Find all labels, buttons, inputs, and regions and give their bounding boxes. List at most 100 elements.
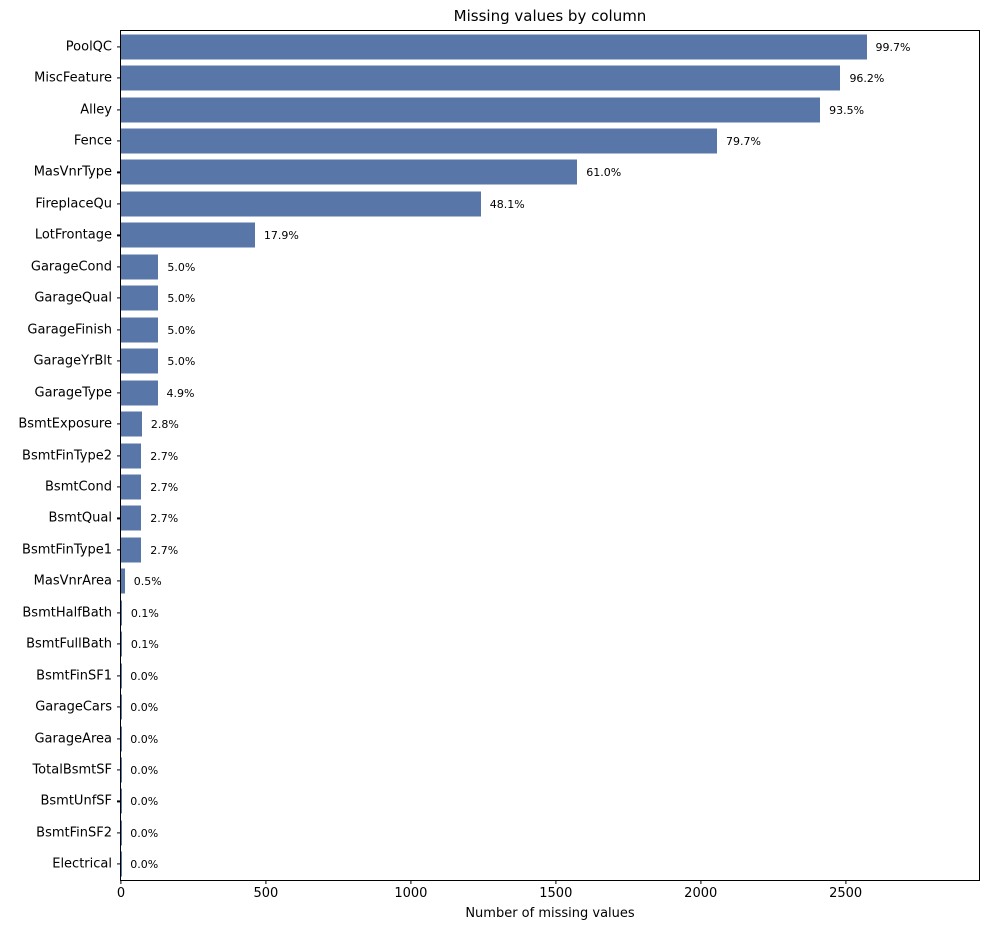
bar-value-label: 5.0% bbox=[167, 323, 196, 337]
y-tick-mark bbox=[117, 517, 121, 519]
bar-value-label: 48.1% bbox=[489, 197, 525, 211]
bar bbox=[121, 568, 125, 594]
y-tick-label: MasVnrType bbox=[33, 164, 112, 180]
bar-value-label: 4.9% bbox=[166, 386, 195, 400]
bar bbox=[121, 191, 481, 217]
y-tick-label: BsmtQual bbox=[48, 510, 112, 526]
bar-value-label: 2.7% bbox=[150, 543, 179, 557]
y-tick-label: GarageCond bbox=[30, 259, 112, 275]
y-tick-mark bbox=[117, 863, 121, 865]
bar-value-label: 96.2% bbox=[849, 72, 885, 86]
y-tick-mark bbox=[117, 297, 121, 299]
y-tick-mark bbox=[117, 675, 121, 677]
bar-value-label: 0.1% bbox=[130, 606, 159, 620]
bar-value-label: 61.0% bbox=[586, 166, 622, 180]
bar bbox=[121, 474, 142, 500]
bar bbox=[121, 34, 867, 60]
y-tick-label: BsmtFinSF2 bbox=[36, 825, 112, 841]
y-tick-label: GarageType bbox=[34, 385, 112, 401]
y-tick-mark bbox=[117, 454, 121, 457]
x-tick-label: 2500 bbox=[829, 886, 863, 901]
bar-value-label: 0.0% bbox=[130, 763, 159, 777]
y-tick-mark bbox=[117, 580, 121, 582]
y-tick-mark bbox=[117, 832, 121, 834]
x-tick-label: 2000 bbox=[684, 886, 718, 901]
y-tick-label: Fence bbox=[73, 133, 112, 149]
y-tick-label: Electrical bbox=[52, 856, 112, 872]
y-tick-mark bbox=[117, 109, 121, 111]
bar-value-label: 2.8% bbox=[150, 418, 179, 432]
y-tick-mark bbox=[117, 77, 121, 79]
y-tick-label: BsmtExposure bbox=[18, 416, 112, 432]
bar-value-label: 99.7% bbox=[875, 40, 911, 54]
bar bbox=[121, 505, 142, 531]
bar bbox=[121, 537, 142, 563]
x-tick-label: 0 bbox=[116, 886, 126, 901]
bar-value-label: 93.5% bbox=[829, 103, 865, 117]
chart-title: Missing values by column bbox=[453, 7, 647, 25]
bar bbox=[121, 348, 159, 374]
y-tick-mark bbox=[117, 769, 121, 771]
bar-value-label: 0.1% bbox=[130, 638, 159, 652]
bar-value-label: 0.0% bbox=[130, 701, 159, 715]
y-tick-label: BsmtFinType2 bbox=[22, 448, 112, 463]
y-tick-label: GarageQual bbox=[34, 290, 112, 306]
bar bbox=[121, 159, 578, 185]
y-tick-label: BsmtFinType1 bbox=[22, 542, 112, 558]
y-tick-label: BsmtHalfBath bbox=[22, 605, 112, 621]
bar-value-label: 0.0% bbox=[130, 826, 159, 840]
x-tick-label: 1000 bbox=[394, 886, 428, 901]
x-tick-mark bbox=[265, 880, 267, 884]
bar-value-label: 0.0% bbox=[130, 795, 159, 809]
bar bbox=[121, 97, 821, 123]
y-tick-label: BsmtCond bbox=[45, 479, 112, 495]
bar bbox=[121, 411, 142, 437]
y-tick-label: PoolQC bbox=[65, 39, 112, 55]
y-tick-mark bbox=[117, 140, 121, 142]
bar bbox=[121, 254, 159, 280]
y-tick-label: FireplaceQu bbox=[35, 196, 112, 212]
y-tick-mark bbox=[117, 171, 121, 174]
bar bbox=[121, 631, 122, 657]
bar-value-label: 0.0% bbox=[130, 669, 159, 683]
y-tick-label: Alley bbox=[80, 102, 112, 118]
y-tick-label: GarageCars bbox=[35, 699, 112, 715]
bar bbox=[121, 317, 159, 343]
bar bbox=[121, 285, 159, 311]
x-tick-label: 500 bbox=[253, 886, 279, 901]
y-tick-label: GarageArea bbox=[34, 731, 112, 746]
y-tick-label: MasVnrArea bbox=[33, 573, 112, 589]
bar-value-label: 5.0% bbox=[167, 355, 196, 369]
y-tick-label: BsmtUnfSF bbox=[40, 793, 112, 809]
bar-value-label: 2.7% bbox=[150, 512, 179, 526]
y-tick-mark bbox=[117, 706, 121, 708]
y-tick-mark bbox=[117, 392, 121, 394]
x-tick-mark bbox=[410, 880, 412, 884]
x-tick-mark bbox=[120, 880, 122, 884]
y-tick-mark bbox=[117, 643, 121, 645]
x-tick-label: 1500 bbox=[539, 886, 573, 901]
bar bbox=[121, 222, 255, 248]
y-tick-mark bbox=[117, 360, 121, 362]
y-tick-label: MiscFeature bbox=[34, 70, 112, 86]
bar-value-label: 5.0% bbox=[167, 260, 196, 274]
bar bbox=[121, 443, 142, 468]
y-tick-label: GarageFinish bbox=[27, 322, 112, 338]
y-tick-label: GarageYrBlt bbox=[33, 353, 112, 369]
plot-area: 99.7% PoolQC 96.2% MiscFeature 93.5% Alley 79.… bbox=[18, 30, 980, 900]
bar bbox=[121, 380, 158, 406]
x-tick-mark bbox=[845, 880, 847, 884]
y-tick-mark bbox=[117, 46, 121, 48]
y-tick-mark bbox=[117, 800, 121, 802]
y-tick-mark bbox=[117, 423, 121, 425]
x-axis-label: Number of missing values bbox=[465, 906, 635, 921]
bar-value-label: 2.7% bbox=[150, 449, 179, 463]
y-tick-label: BsmtFullBath bbox=[26, 636, 112, 652]
y-tick-mark bbox=[117, 234, 121, 236]
bar-value-label: 0.0% bbox=[130, 732, 159, 746]
bar bbox=[121, 128, 717, 154]
y-tick-label: BsmtFinSF1 bbox=[36, 668, 112, 684]
y-tick-mark bbox=[117, 329, 121, 331]
y-tick-label: LotFrontage bbox=[34, 227, 112, 243]
